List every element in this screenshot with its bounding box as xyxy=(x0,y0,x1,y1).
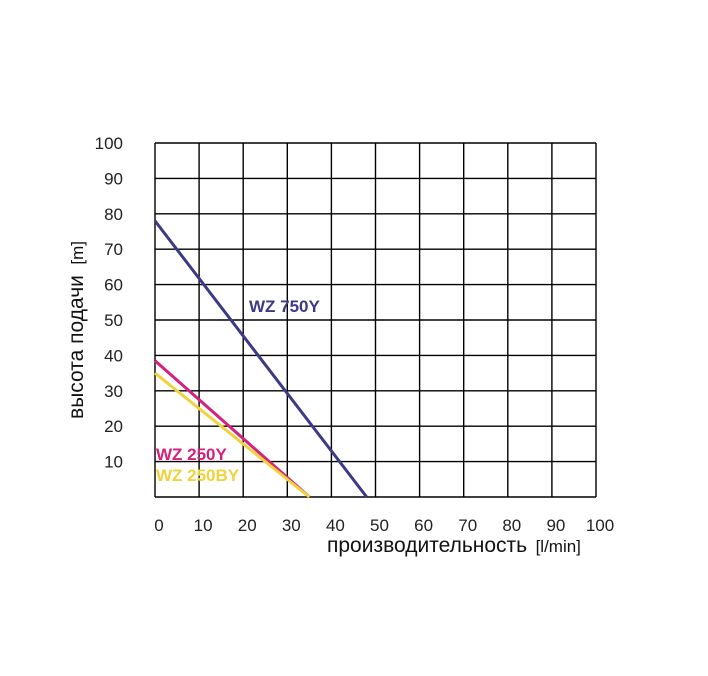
y-tick-label: 90 xyxy=(104,169,123,188)
y-tick-label: 40 xyxy=(104,346,123,365)
series-line-wz250y xyxy=(154,359,311,499)
y-axis-label-text: высота подачи xyxy=(65,275,88,419)
y-axis-ticks: 10 20 30 40 50 60 70 80 90 100 xyxy=(95,134,123,472)
x-tick-label: 60 xyxy=(414,516,433,535)
x-tick-label: 40 xyxy=(326,516,345,535)
y-tick-label: 70 xyxy=(104,240,123,259)
x-tick-label: 50 xyxy=(370,516,389,535)
series-label-wz250by: WZ 250BY xyxy=(156,466,240,485)
chart-series xyxy=(153,219,368,499)
series-label-wz750y: WZ 750Y xyxy=(249,297,321,316)
chart-grid xyxy=(154,142,597,498)
x-tick-label: 30 xyxy=(282,516,301,535)
x-tick-label: 90 xyxy=(546,516,565,535)
series-label-wz250y: WZ 250Y xyxy=(156,445,228,464)
y-tick-label: 10 xyxy=(104,453,123,472)
y-axis-title: высота подачи [m] xyxy=(65,241,88,419)
x-tick-label: 10 xyxy=(194,516,213,535)
x-tick-label: 100 xyxy=(586,516,614,535)
y-tick-label: 80 xyxy=(104,205,123,224)
x-axis-ticks: 0 10 20 30 40 50 60 70 80 90 100 xyxy=(154,516,614,535)
x-axis-label: производительность [l/min] xyxy=(327,534,581,557)
x-axis-unit: [l/min] xyxy=(536,537,581,556)
y-tick-label: 50 xyxy=(104,311,123,330)
y-tick-label: 20 xyxy=(104,417,123,436)
x-axis-label-text: производительность xyxy=(327,534,527,557)
x-tick-label: 0 xyxy=(154,516,163,535)
x-tick-label: 70 xyxy=(458,516,477,535)
y-tick-label: 30 xyxy=(104,382,123,401)
series-line-wz750y xyxy=(153,219,368,498)
y-axis-label: высота подачи [m] xyxy=(65,241,88,419)
y-tick-label: 60 xyxy=(104,276,123,295)
series-labels: WZ 750Y WZ 250Y WZ 250BY xyxy=(156,297,321,485)
series-line-wz250by xyxy=(154,371,311,499)
x-tick-label: 20 xyxy=(238,516,257,535)
x-tick-label: 80 xyxy=(502,516,521,535)
y-axis-unit: [m] xyxy=(68,241,87,265)
y-tick-label: 100 xyxy=(95,134,123,153)
